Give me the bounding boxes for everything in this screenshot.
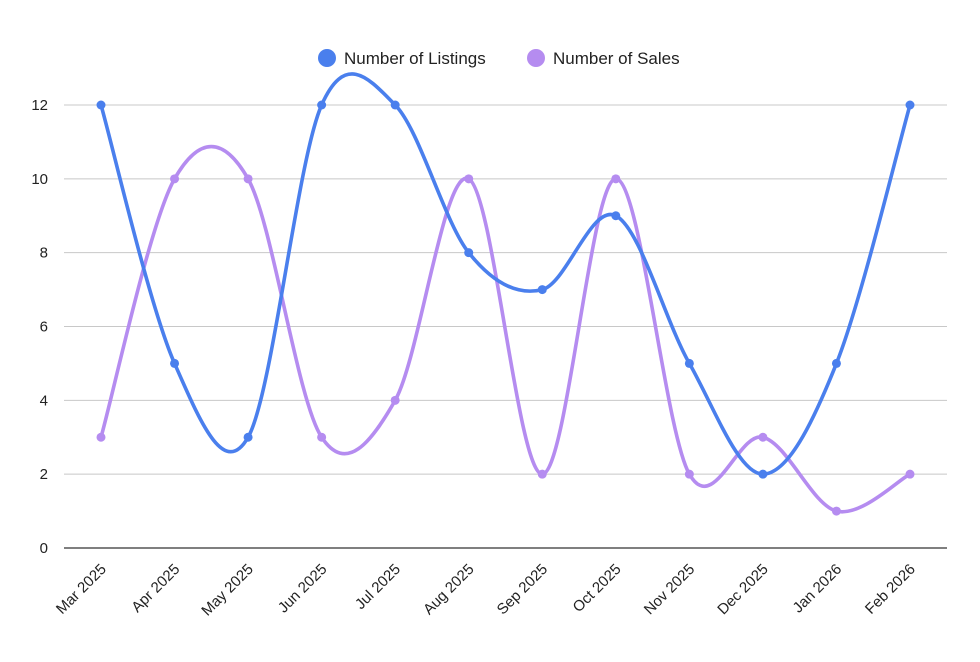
series-layer bbox=[96, 72, 915, 516]
x-tick-label: Jul 2025 bbox=[352, 561, 404, 613]
data-point bbox=[390, 395, 400, 405]
x-tick-label: Jun 2025 bbox=[275, 561, 331, 617]
x-tick-label: Nov 2025 bbox=[641, 561, 698, 618]
x-tick-label: Apr 2025 bbox=[128, 561, 183, 616]
x-tick-label: Feb 2026 bbox=[862, 561, 919, 618]
data-point bbox=[390, 100, 400, 110]
data-point bbox=[464, 248, 474, 258]
y-tick-label: 12 bbox=[31, 97, 48, 114]
y-tick-label: 6 bbox=[40, 319, 48, 336]
x-tick-label: Mar 2025 bbox=[53, 561, 110, 618]
data-point bbox=[758, 469, 768, 479]
data-point bbox=[96, 432, 106, 442]
data-point bbox=[905, 100, 915, 110]
series-number-of-listings bbox=[96, 72, 915, 479]
legend-item: Number of Sales bbox=[527, 49, 680, 68]
data-point bbox=[537, 285, 547, 295]
legend-item: Number of Listings bbox=[318, 49, 486, 68]
x-tick-label: Sep 2025 bbox=[494, 561, 551, 618]
data-point bbox=[831, 506, 841, 516]
series-line bbox=[99, 72, 912, 476]
data-point bbox=[758, 432, 768, 442]
series-line bbox=[99, 144, 912, 514]
legend: Number of Listings Number of Sales bbox=[318, 49, 680, 68]
y-tick-label: 2 bbox=[40, 466, 48, 483]
y-tick-label: 8 bbox=[40, 245, 48, 262]
data-point bbox=[537, 469, 547, 479]
data-point bbox=[684, 469, 694, 479]
legend-marker bbox=[318, 49, 336, 67]
data-point bbox=[611, 174, 621, 184]
x-tick-label: Dec 2025 bbox=[714, 561, 771, 618]
data-point bbox=[831, 358, 841, 368]
data-point bbox=[905, 469, 915, 479]
data-point bbox=[464, 174, 474, 184]
data-point bbox=[96, 100, 106, 110]
y-tick-label: 4 bbox=[40, 392, 48, 409]
gridlines bbox=[64, 104, 947, 475]
x-tick-label: Oct 2025 bbox=[570, 561, 625, 616]
y-tick-label: 0 bbox=[40, 540, 48, 557]
x-tick-label: Jan 2026 bbox=[790, 561, 846, 617]
legend-marker bbox=[527, 49, 545, 67]
legend-label: Number of Listings bbox=[344, 49, 486, 68]
data-point bbox=[611, 211, 621, 221]
x-axis-ticks: Mar 2025 Apr 2025 May 2025 Jun 2025 Jul 2025… bbox=[53, 561, 919, 620]
legend-label: Number of Sales bbox=[553, 49, 680, 68]
x-tick-label: May 2025 bbox=[198, 561, 257, 620]
data-point bbox=[684, 358, 694, 368]
data-point bbox=[317, 432, 327, 442]
data-point bbox=[170, 358, 180, 368]
data-point bbox=[243, 432, 253, 442]
series-number-of-sales bbox=[96, 144, 915, 516]
data-point bbox=[170, 174, 180, 184]
y-tick-label: 10 bbox=[31, 171, 48, 188]
data-point bbox=[243, 174, 253, 184]
y-axis-ticks: 0 2 4 6 8 10 12 bbox=[31, 97, 48, 557]
x-tick-label: Aug 2025 bbox=[420, 561, 477, 618]
data-point bbox=[317, 100, 327, 110]
